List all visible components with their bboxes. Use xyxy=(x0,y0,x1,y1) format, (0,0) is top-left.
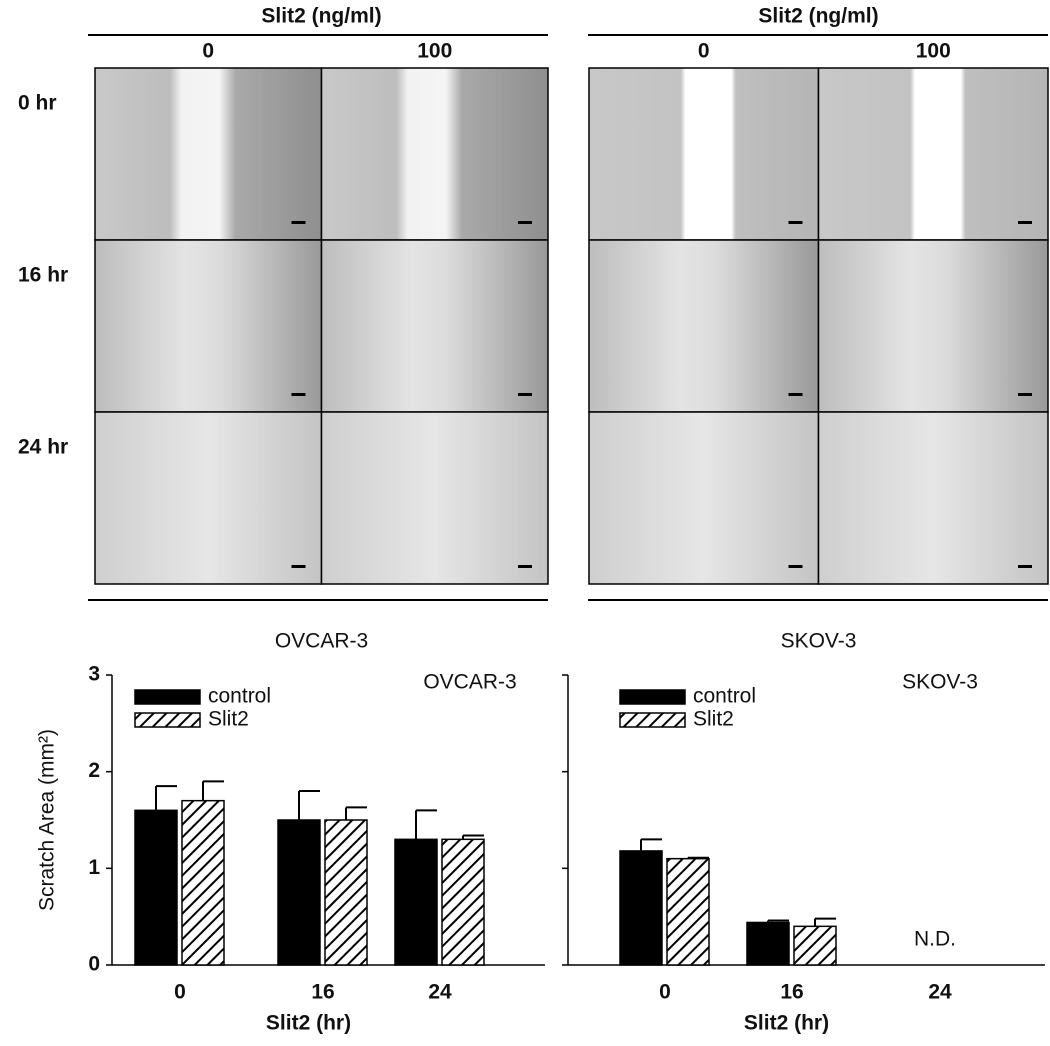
error-bar xyxy=(415,809,437,840)
scale-bar xyxy=(518,565,532,568)
panel-header: Slit2 (ng/ml) xyxy=(261,5,381,28)
panel-caption: OVCAR-3 xyxy=(275,630,368,653)
error-bar xyxy=(345,806,367,820)
row-label: 0 hr xyxy=(18,92,57,115)
column-label: 0 xyxy=(698,40,710,63)
legend-label: Slit2 xyxy=(693,708,734,731)
bar xyxy=(746,921,790,966)
micrograph xyxy=(588,239,820,413)
legend-label: control xyxy=(208,685,271,708)
scale-bar xyxy=(1018,565,1032,568)
scale-bar xyxy=(788,221,803,224)
micrograph xyxy=(320,67,549,241)
scale-bar xyxy=(291,565,306,568)
legend-label: control xyxy=(693,685,756,708)
micrograph xyxy=(817,411,1049,585)
row-label: 16 hr xyxy=(18,264,68,287)
error-bar xyxy=(814,917,836,927)
micrograph xyxy=(94,411,323,585)
scale-bar xyxy=(788,393,803,396)
bar xyxy=(134,809,178,966)
scale-bar xyxy=(1018,221,1032,224)
column-label: 100 xyxy=(417,40,452,63)
y-tick-label: 0 xyxy=(88,953,100,976)
x-tick-label: 0 xyxy=(659,981,671,1004)
column-label: 100 xyxy=(916,40,951,63)
legend-swatch xyxy=(134,712,201,728)
x-tick-label: 24 xyxy=(928,981,952,1004)
x-tick-label: 0 xyxy=(174,981,186,1004)
legend-swatch xyxy=(619,712,686,728)
x-tick-label: 16 xyxy=(780,981,803,1004)
scale-bar xyxy=(291,221,306,224)
scale-bar xyxy=(1018,393,1032,396)
legend-swatch xyxy=(134,689,201,705)
x-tick-label: 16 xyxy=(311,981,334,1004)
error-bar xyxy=(640,838,662,851)
micrograph xyxy=(94,239,323,413)
micrograph xyxy=(817,67,1049,241)
y-axis-label: Scratch Area (mm²) xyxy=(36,729,59,911)
bar xyxy=(441,838,485,966)
error-bar xyxy=(298,790,320,820)
y-tick-label: 2 xyxy=(88,759,100,782)
bar xyxy=(619,850,663,966)
micrograph xyxy=(588,411,820,585)
error-bar xyxy=(155,785,177,811)
legend-swatch xyxy=(619,689,686,705)
bar xyxy=(666,857,710,966)
x-tick-label: 24 xyxy=(428,981,452,1004)
x-axis-label: Slit2 (hr) xyxy=(744,1012,829,1035)
panel-header: Slit2 (ng/ml) xyxy=(758,5,878,28)
chart-annotation: SKOV-3 xyxy=(902,671,978,694)
micrograph xyxy=(588,67,820,241)
bar xyxy=(181,799,225,966)
micrograph xyxy=(320,411,549,585)
panel-caption: SKOV-3 xyxy=(781,630,857,653)
scale-bar xyxy=(518,393,532,396)
micrograph xyxy=(320,239,549,413)
micrograph xyxy=(94,67,323,241)
legend-label: Slit2 xyxy=(208,708,249,731)
error-bar xyxy=(202,780,224,801)
bar xyxy=(277,819,321,966)
row-label: 24 hr xyxy=(18,436,68,459)
column-label: 0 xyxy=(202,40,214,63)
bar xyxy=(793,925,837,966)
scale-bar xyxy=(518,221,532,224)
bar xyxy=(324,819,368,966)
chart-annotation: OVCAR-3 xyxy=(423,671,516,694)
bar xyxy=(394,838,438,966)
scale-bar xyxy=(291,393,306,396)
not-determined-label: N.D. xyxy=(914,928,956,951)
y-tick-label: 1 xyxy=(88,856,100,879)
y-tick-label: 3 xyxy=(88,663,100,686)
scale-bar xyxy=(788,565,803,568)
x-axis-label: Slit2 (hr) xyxy=(266,1012,351,1035)
micrograph xyxy=(817,239,1049,413)
